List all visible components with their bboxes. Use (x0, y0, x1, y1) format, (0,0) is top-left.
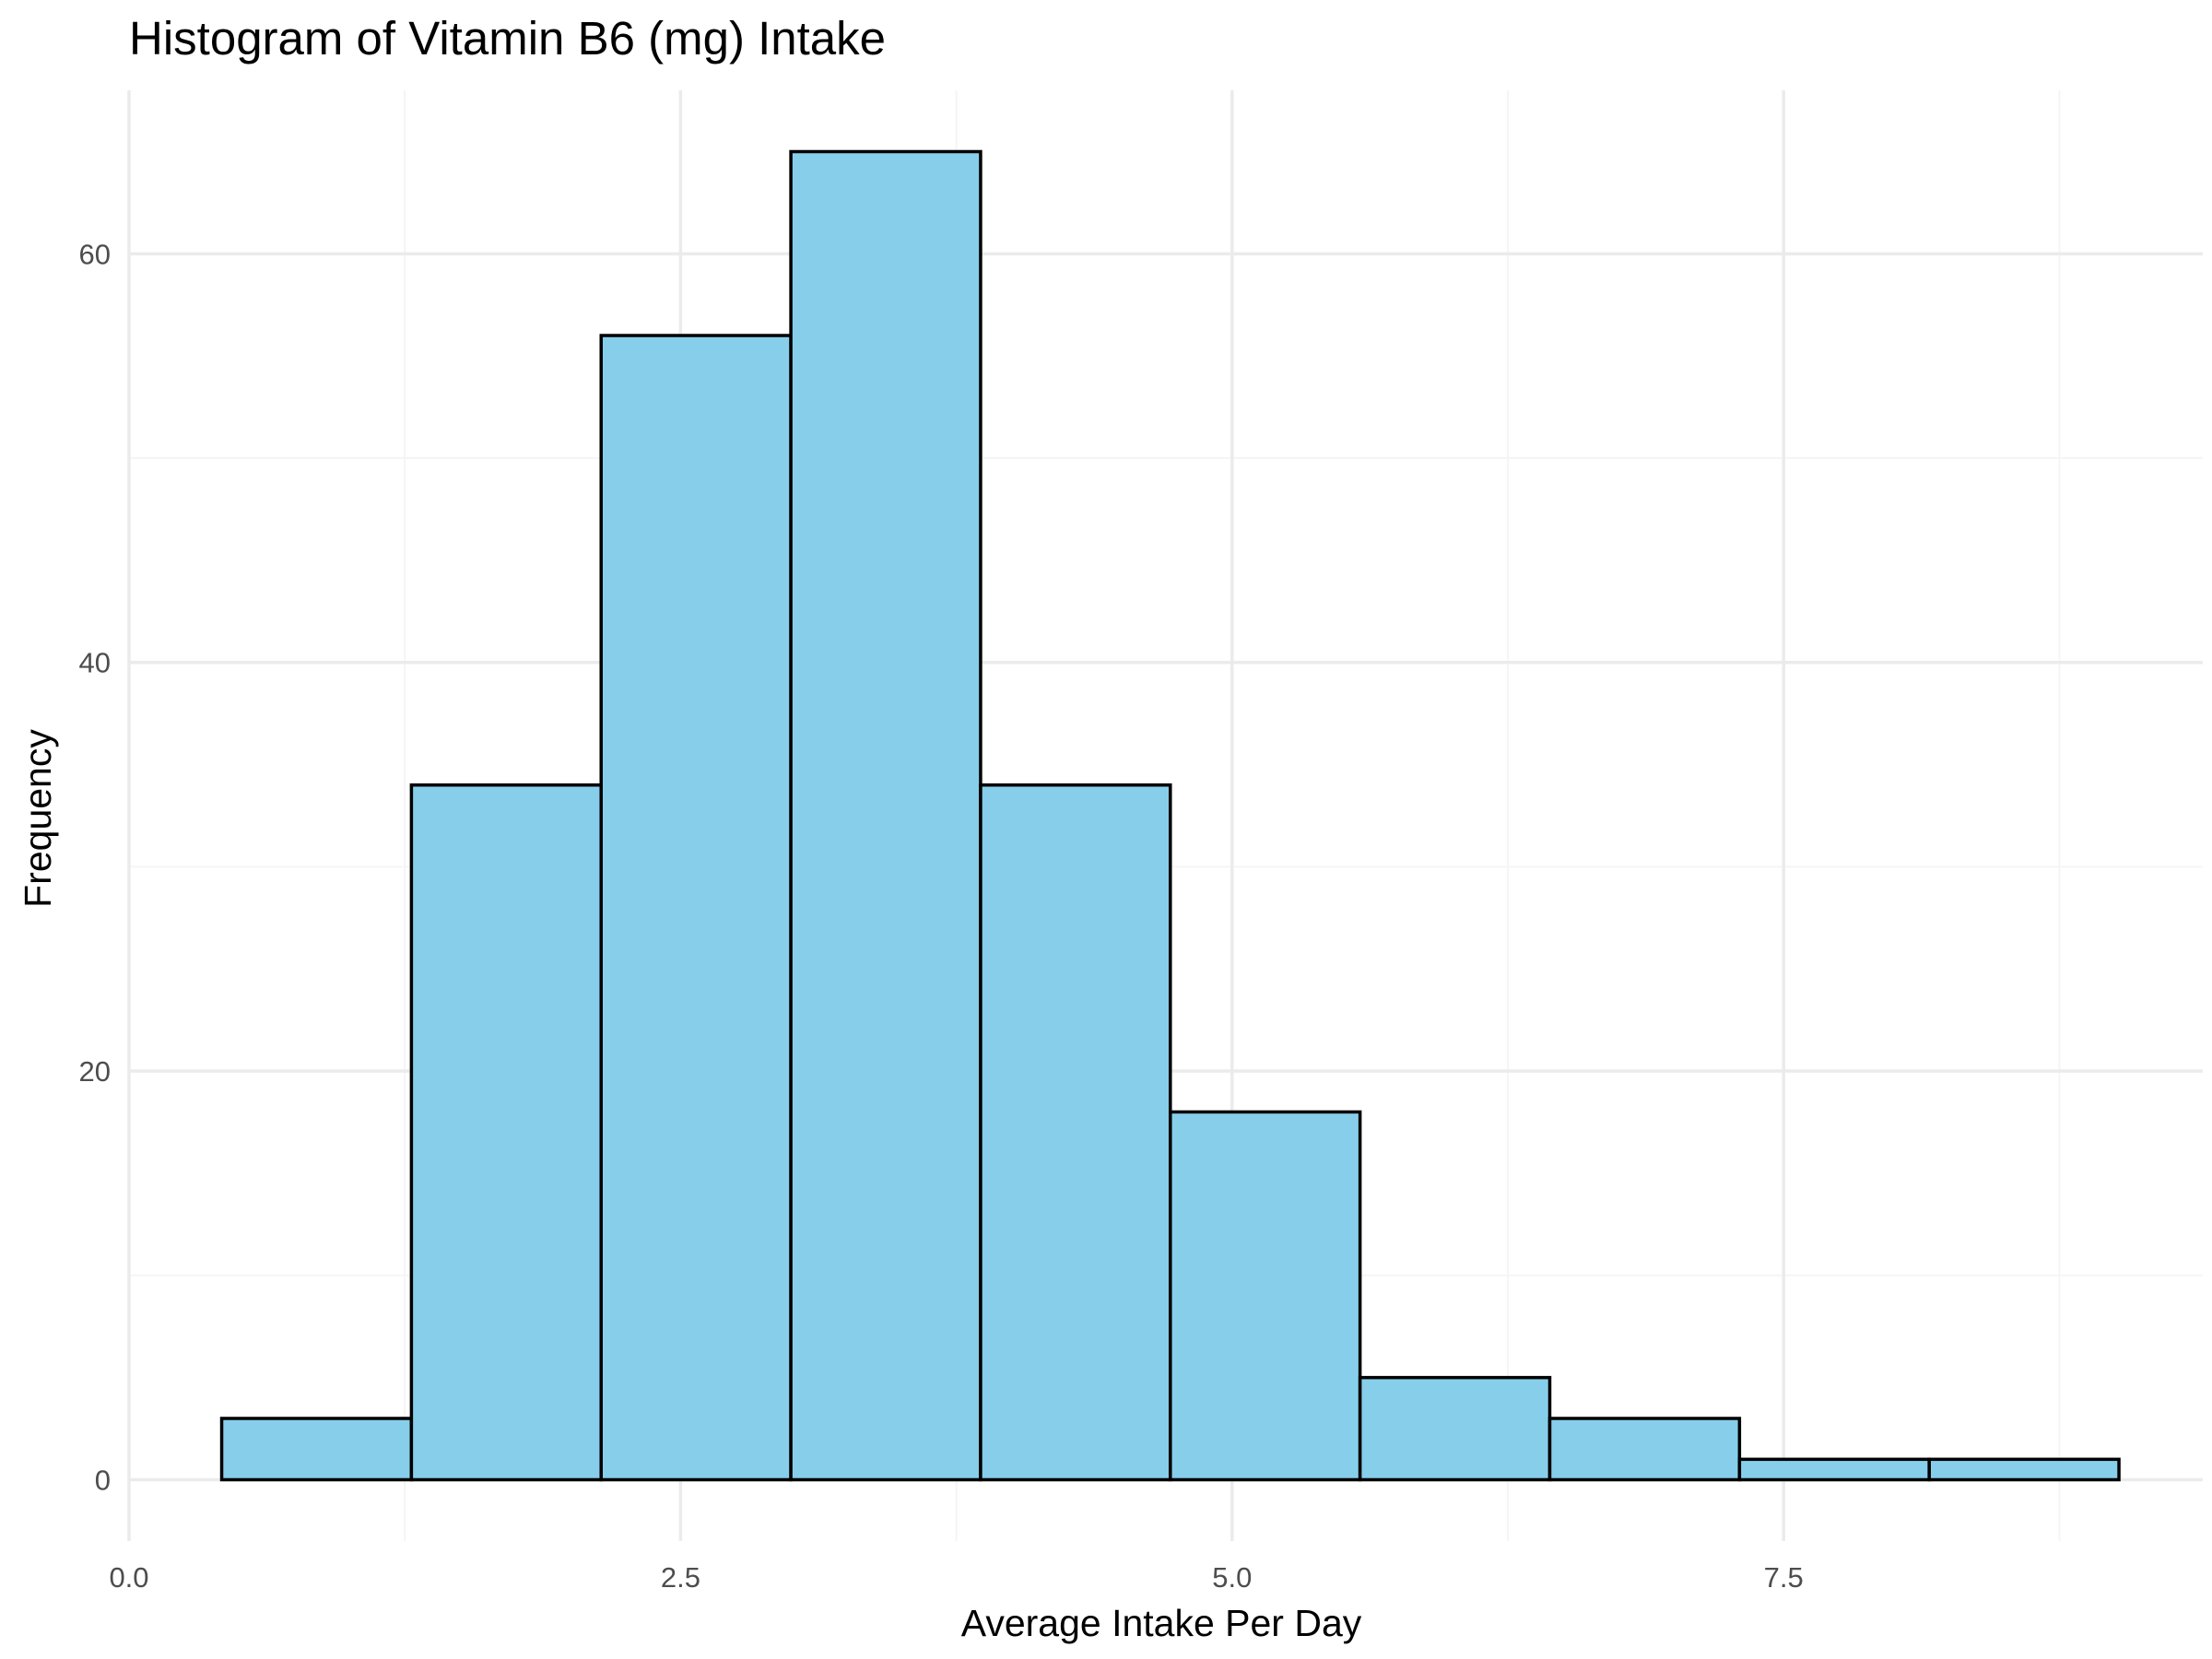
histogram-bar (599, 334, 793, 1482)
histogram-bar (1169, 1110, 1362, 1482)
x-axis-title: Average Intake Per Day (961, 1602, 1362, 1644)
chart-title: Histogram of Vitamin B6 (mg) Intake (129, 12, 887, 65)
y-tick-label: 60 (79, 238, 111, 270)
x-tick-label: 5.0 (1212, 1561, 1252, 1594)
histogram-bar (1737, 1457, 1931, 1482)
histogram-bar (789, 149, 982, 1482)
x-axis-ticks: 0.0 2.5 5.0 7.5 (109, 1561, 1803, 1594)
x-tick-label: 2.5 (661, 1561, 700, 1594)
histogram-bar (219, 1417, 414, 1482)
histogram-bar (1927, 1457, 2121, 1482)
x-tick-label: 7.5 (1764, 1561, 1804, 1594)
histogram-bar (979, 782, 1172, 1482)
y-axis-ticks: 0 20 40 60 (79, 238, 111, 1496)
histogram-bar (1358, 1375, 1552, 1482)
y-tick-label: 40 (79, 647, 111, 679)
histogram-bar (409, 782, 603, 1482)
y-tick-label: 20 (79, 1055, 111, 1088)
y-axis-title: Frequency (17, 729, 59, 908)
x-tick-label: 0.0 (109, 1561, 148, 1594)
y-tick-label: 0 (95, 1464, 111, 1496)
histogram-bar (1547, 1417, 1742, 1482)
histogram-bars (219, 149, 2121, 1482)
